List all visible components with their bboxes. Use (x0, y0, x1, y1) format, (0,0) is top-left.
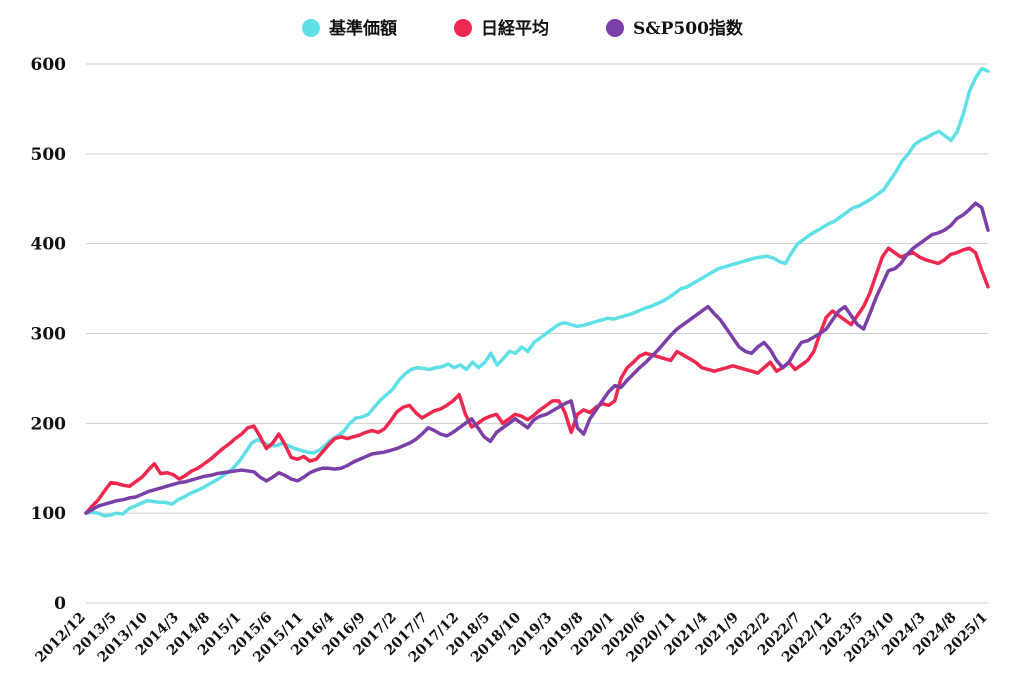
legend-marker (606, 19, 624, 37)
axes: 01002003004005006002012/122013/52013/102… (31, 55, 991, 666)
legend-marker (302, 19, 320, 37)
legend-label: 日経平均 (481, 18, 549, 39)
y-tick-label: 0 (54, 594, 66, 614)
y-tick-label: 200 (31, 414, 67, 434)
legend-marker (454, 19, 472, 37)
y-tick-label: 600 (31, 55, 67, 75)
gridlines (86, 63, 988, 604)
legend-label: S&P500指数 (633, 18, 744, 39)
y-tick-label: 500 (31, 145, 67, 165)
y-tick-label: 300 (31, 325, 67, 345)
series-lines (84, 66, 990, 518)
y-tick-label: 100 (31, 504, 67, 524)
series-line-1 (84, 66, 990, 518)
legend: 基準価額 日経平均 S&P500指数 (302, 18, 744, 39)
y-tick-label: 400 (31, 235, 67, 255)
series-line-3 (84, 201, 990, 515)
legend-label: 基準価額 (328, 18, 397, 39)
